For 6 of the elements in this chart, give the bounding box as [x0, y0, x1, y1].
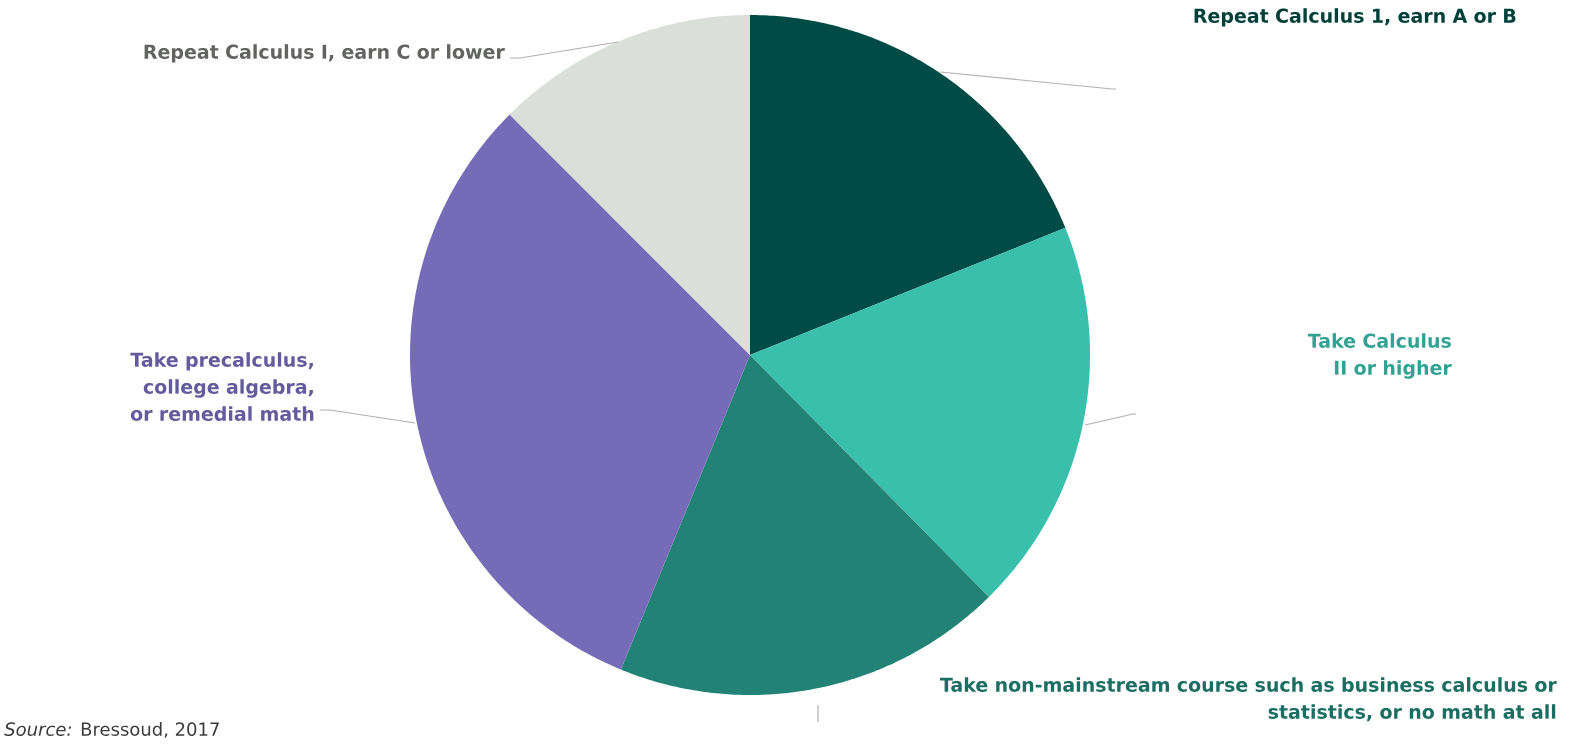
- slice-label: Repeat Calculus 1, earn A or B: [1194, 8, 1516, 27]
- slice-label: Repeat Calculus I, earn C or lower: [144, 44, 505, 63]
- slice-label: Take Calculus II or higher: [1307, 333, 1452, 379]
- text: Source: Bressoud, 2017: [4, 722, 219, 738]
- slice-label: Take non-mainstream course such as business calculus or statistics, or no math at all: [940, 677, 1557, 722]
- slice-label: Take precalculus, college algebra, or remedial math: [130, 352, 314, 421]
